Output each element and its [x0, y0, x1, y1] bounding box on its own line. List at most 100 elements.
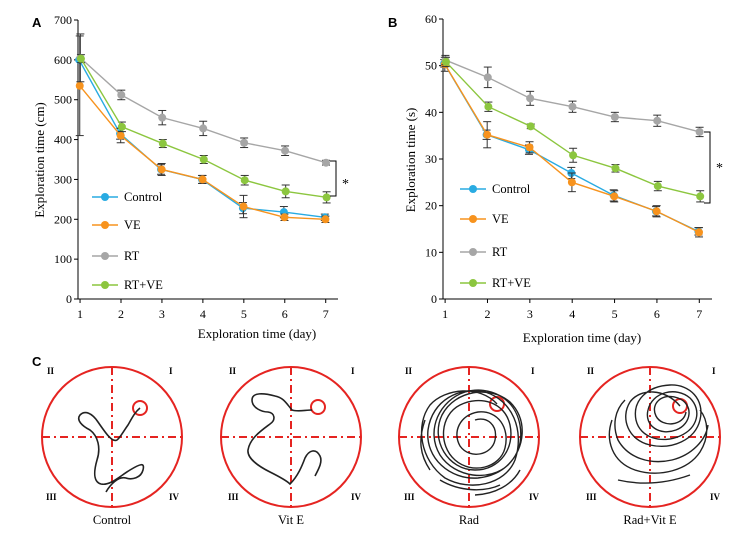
legend-label: VE [124, 218, 141, 232]
quadrant-label-1: I [531, 366, 535, 376]
legend-item-control: Control [460, 182, 531, 196]
legend-item-rt-ve: RT+VE [92, 278, 163, 292]
y-axis-title-b: Exploration time (s) [403, 108, 418, 213]
legend-label: VE [492, 212, 509, 226]
legend-label: Control [492, 182, 531, 196]
series-control [440, 59, 703, 236]
maze-label-rad-vit-e: Rad+Vit E [623, 513, 677, 527]
maze-rad: II I III IV Rad [398, 366, 540, 527]
quadrant-label-1: I [351, 366, 355, 376]
data-point [653, 116, 662, 125]
y-tick-label: 40 [425, 105, 437, 119]
x-axis-title-a: Exploration time (day) [198, 326, 316, 341]
x-tick-label: 7 [696, 307, 702, 321]
data-point [696, 192, 705, 201]
data-point [158, 139, 167, 148]
data-point [157, 165, 166, 174]
y-tick-label: 50 [425, 59, 437, 73]
legend-label: RT [492, 245, 508, 259]
series-rt [76, 33, 331, 167]
data-point [694, 228, 703, 237]
legend-swatch-marker [469, 248, 477, 256]
data-point [611, 164, 620, 173]
data-point [569, 151, 578, 160]
y-tick-label: 20 [425, 199, 437, 213]
data-point [322, 158, 331, 167]
data-point [483, 130, 492, 139]
series-rt-ve [442, 56, 705, 203]
y-tick-label: 700 [54, 13, 72, 27]
y-tick-label: 10 [425, 245, 437, 259]
x-tick-label: 3 [527, 307, 533, 321]
legend-b: Control VE RT RT+VE [460, 182, 531, 290]
maze-vit-e: II I III IV Vit E [220, 366, 362, 527]
y-tick-label: 600 [54, 53, 72, 67]
quadrant-label-4: IV [529, 492, 540, 502]
y-tick-label: 0 [431, 292, 437, 306]
quadrant-label-2: II [47, 366, 55, 376]
data-point [568, 102, 577, 111]
platform-circle [310, 399, 326, 415]
legend-swatch-marker [101, 221, 109, 229]
x-tick-label: 5 [241, 307, 247, 321]
maze-control: II I III IV Control [41, 366, 183, 527]
y-tick-label: 200 [54, 212, 72, 226]
significance-star-b: * [716, 161, 723, 176]
legend-item-ve: VE [92, 218, 141, 232]
legend-item-control: Control [92, 190, 163, 204]
x-tick-label: 4 [200, 307, 206, 321]
legend-label: RT [124, 249, 140, 263]
y-tick-label: 500 [54, 93, 72, 107]
axes-b: 0 10 20 30 40 50 60 1 2 3 4 5 6 7 [425, 12, 712, 321]
y-axis-title-a: Exploration time (cm) [32, 102, 47, 218]
series-line [79, 57, 327, 164]
x-tick-label: 7 [323, 307, 329, 321]
data-point [442, 57, 451, 66]
axes-a: 0 100 200 300 400 500 600 700 1 2 3 4 5 6 7 [54, 13, 338, 321]
series-line [445, 59, 700, 133]
legend-swatch-marker [469, 279, 477, 287]
y-tick-label: 0 [66, 292, 72, 306]
data-point [281, 187, 290, 196]
maze-label-rad: Rad [459, 513, 480, 527]
data-point [199, 124, 208, 133]
legend-swatch-marker [101, 193, 109, 201]
series-b [440, 54, 705, 238]
legend-a: Control VE RT RT+VE [92, 190, 163, 292]
data-point [695, 127, 704, 136]
quadrant-label-1: I [169, 366, 173, 376]
legend-item-rt-ve: RT+VE [460, 276, 531, 290]
y-tick-label: 100 [54, 252, 72, 266]
panel-letter-a: A [32, 15, 42, 30]
legend-item-rt: RT [460, 245, 508, 259]
maze-label-control: Control [93, 513, 132, 527]
quadrant-label-3: III [404, 492, 415, 502]
maze-rad-vit-e: II I III IV Rad+Vit E [579, 366, 721, 527]
data-point [75, 81, 84, 90]
x-tick-label: 2 [484, 307, 490, 321]
legend-swatch-marker [101, 252, 109, 260]
x-axis-title-b: Exploration time (day) [523, 330, 641, 345]
data-point [610, 113, 619, 121]
series-rt [441, 54, 704, 138]
series-ve [75, 35, 330, 224]
legend-swatch-marker [469, 185, 477, 193]
data-point [199, 155, 208, 164]
x-tick-label: 4 [569, 307, 575, 321]
series-ve [440, 56, 703, 238]
data-point [280, 213, 289, 222]
data-point [652, 207, 661, 216]
data-point [526, 122, 535, 131]
swim-path [77, 407, 145, 493]
series-rt-ve [76, 54, 331, 204]
legend-label: RT+VE [124, 278, 163, 292]
legend-label: Control [124, 190, 163, 204]
quadrant-label-3: III [228, 492, 239, 502]
swim-path [420, 389, 523, 496]
quadrant-label-2: II [587, 366, 595, 376]
quadrant-label-2: II [405, 366, 413, 376]
data-point [158, 113, 167, 122]
panel-letter-b: B [388, 15, 397, 30]
swim-path [247, 393, 322, 486]
